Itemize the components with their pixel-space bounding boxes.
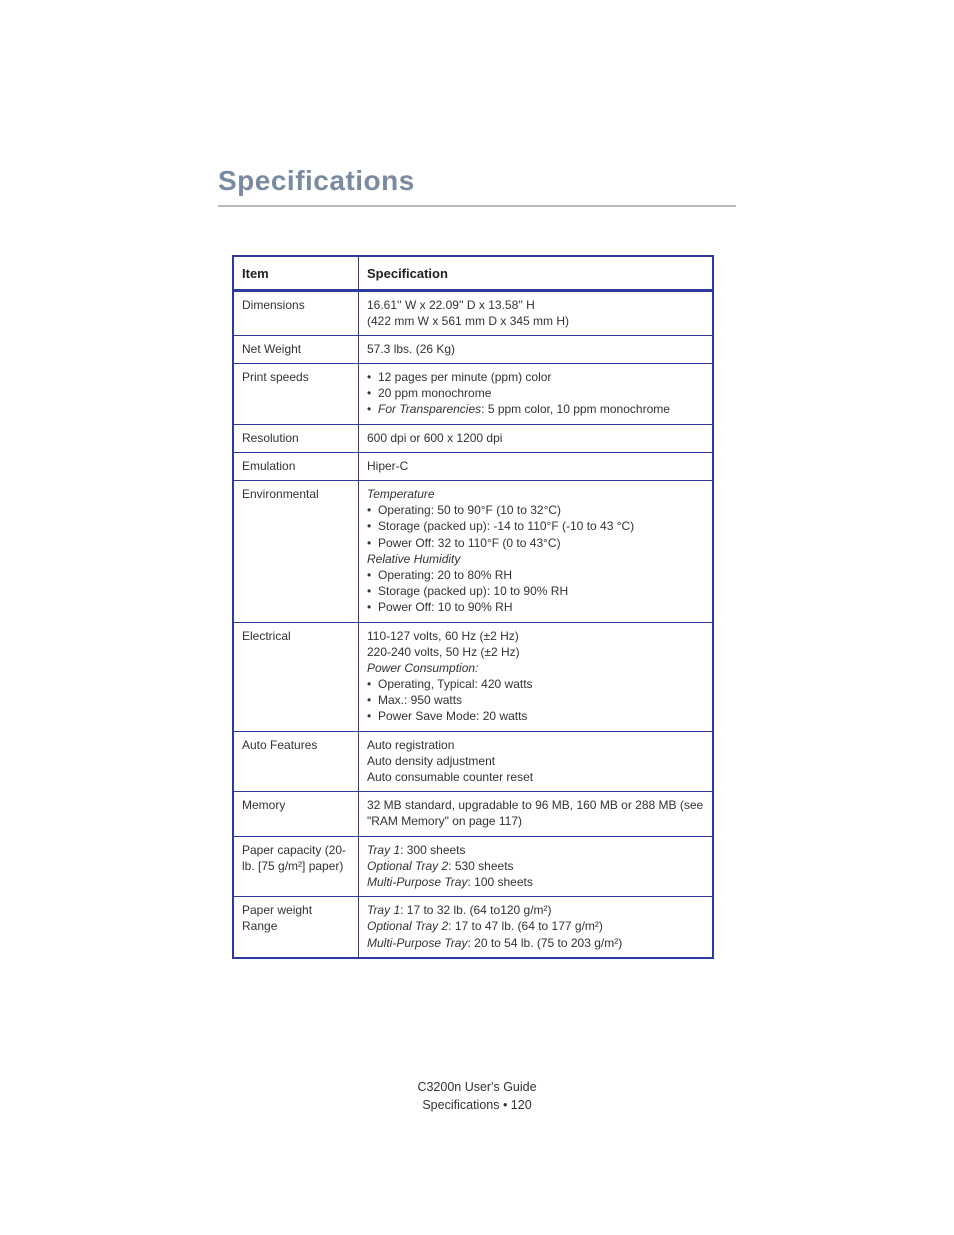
bullet: Power Off: 10 to 90% RH xyxy=(367,599,704,615)
row-emulation: Emulation Hiper-C xyxy=(233,452,713,480)
cell-item: Print speeds xyxy=(233,364,359,425)
bullet: Storage (packed up): -14 to 110°F (-10 t… xyxy=(367,518,704,534)
cell-spec: Tray 1: 300 sheets Optional Tray 2: 530 … xyxy=(359,836,714,897)
spec-rest: : 20 to 54 lb. (75 to 203 g/m²) xyxy=(467,936,622,950)
bullet: For Transparencies: 5 ppm color, 10 ppm … xyxy=(367,401,704,417)
subheading: Relative Humidity xyxy=(367,551,704,567)
cell-spec: Auto registration Auto density adjustmen… xyxy=(359,731,714,792)
bullet: Storage (packed up): 10 to 90% RH xyxy=(367,583,704,599)
row-print-speeds: Print speeds 12 pages per minute (ppm) c… xyxy=(233,364,713,425)
spec-rest: : 17 to 32 lb. (64 to120 g/m²) xyxy=(400,903,551,917)
spec-line: 220-240 volts, 50 Hz (±2 Hz) xyxy=(367,644,704,660)
cell-item: Resolution xyxy=(233,424,359,452)
italic-label: Tray 1 xyxy=(367,903,400,917)
col-header-spec: Specification xyxy=(359,256,714,290)
bullet-list: 12 pages per minute (ppm) color 20 ppm m… xyxy=(367,369,704,418)
spec-line: Auto registration xyxy=(367,737,704,753)
title-rule xyxy=(218,205,736,207)
cell-item: Dimensions xyxy=(233,290,359,335)
footer-section-page: Specifications • 120 xyxy=(0,1096,954,1115)
cell-spec: 57.3 lbs. (26 Kg) xyxy=(359,335,714,363)
spec-line: 110-127 volts, 60 Hz (±2 Hz) xyxy=(367,628,704,644)
bullet: 20 ppm monochrome xyxy=(367,385,704,401)
row-memory: Memory 32 MB standard, upgradable to 96 … xyxy=(233,792,713,836)
cell-spec: 600 dpi or 600 x 1200 dpi xyxy=(359,424,714,452)
bullet: Operating: 50 to 90°F (10 to 32°C) xyxy=(367,502,704,518)
spec-line: Tray 1: 17 to 32 lb. (64 to120 g/m²) xyxy=(367,902,704,918)
bullet: Power Off: 32 to 110°F (0 to 43°C) xyxy=(367,535,704,551)
spec-line: Multi-Purpose Tray: 20 to 54 lb. (75 to … xyxy=(367,935,704,951)
cell-item: Environmental xyxy=(233,481,359,623)
cell-item: Paper capacity (20-lb. [75 g/m²] paper) xyxy=(233,836,359,897)
spec-rest: : 17 to 47 lb. (64 to 177 g/m²) xyxy=(448,919,603,933)
subheading: Temperature xyxy=(367,486,704,502)
subheading: Power Consumption: xyxy=(367,660,704,676)
page: Specifications Item Specification Dimens… xyxy=(0,0,954,1235)
bullet: 12 pages per minute (ppm) color xyxy=(367,369,704,385)
footer-page-number: 120 xyxy=(511,1098,532,1112)
spec-line: Optional Tray 2: 530 sheets xyxy=(367,858,704,874)
bullet-list: Operating: 20 to 80% RH Storage (packed … xyxy=(367,567,704,616)
spec-line: Tray 1: 300 sheets xyxy=(367,842,704,858)
cell-spec: 12 pages per minute (ppm) color 20 ppm m… xyxy=(359,364,714,425)
italic-label: For Transparencies xyxy=(378,402,481,416)
italic-label: Tray 1 xyxy=(367,843,400,857)
bullet-rest: : 5 ppm color, 10 ppm monochrome xyxy=(481,402,670,416)
italic-label: Multi-Purpose Tray xyxy=(367,936,467,950)
spec-rest: : 100 sheets xyxy=(467,875,532,889)
spec-line: Optional Tray 2: 17 to 47 lb. (64 to 177… xyxy=(367,918,704,934)
table-header-row: Item Specification xyxy=(233,256,713,290)
bullet-list: Operating: 50 to 90°F (10 to 32°C) Stora… xyxy=(367,502,704,551)
spec-line: (422 mm W x 561 mm D x 345 mm H) xyxy=(367,313,704,329)
cell-spec: Temperature Operating: 50 to 90°F (10 to… xyxy=(359,481,714,623)
cell-item: Electrical xyxy=(233,622,359,731)
row-paper-capacity: Paper capacity (20-lb. [75 g/m²] paper) … xyxy=(233,836,713,897)
row-net-weight: Net Weight 57.3 lbs. (26 Kg) xyxy=(233,335,713,363)
cell-spec: Tray 1: 17 to 32 lb. (64 to120 g/m²) Opt… xyxy=(359,897,714,958)
page-footer: C3200n User's Guide Specifications • 120 xyxy=(0,1078,954,1116)
spec-table: Item Specification Dimensions 16.61'' W … xyxy=(232,255,714,959)
spec-line: Auto density adjustment xyxy=(367,753,704,769)
bullet: Max.: 950 watts xyxy=(367,692,704,708)
spec-rest: : 530 sheets xyxy=(448,859,513,873)
italic-label: Optional Tray 2 xyxy=(367,859,448,873)
row-dimensions: Dimensions 16.61'' W x 22.09'' D x 13.58… xyxy=(233,290,713,335)
cell-item: Memory xyxy=(233,792,359,836)
bullet: Operating, Typical: 420 watts xyxy=(367,676,704,692)
bullet: Operating: 20 to 80% RH xyxy=(367,567,704,583)
spec-line: Multi-Purpose Tray: 100 sheets xyxy=(367,874,704,890)
row-auto-features: Auto Features Auto registration Auto den… xyxy=(233,731,713,792)
row-resolution: Resolution 600 dpi or 600 x 1200 dpi xyxy=(233,424,713,452)
cell-item: Emulation xyxy=(233,452,359,480)
spec-rest: : 300 sheets xyxy=(400,843,465,857)
spec-line: Auto consumable counter reset xyxy=(367,769,704,785)
cell-spec: 32 MB standard, upgradable to 96 MB, 160… xyxy=(359,792,714,836)
cell-item: Auto Features xyxy=(233,731,359,792)
bullet-list: Operating, Typical: 420 watts Max.: 950 … xyxy=(367,676,704,725)
cell-spec: 16.61'' W x 22.09'' D x 13.58'' H (422 m… xyxy=(359,290,714,335)
row-environmental: Environmental Temperature Operating: 50 … xyxy=(233,481,713,623)
cell-spec: 110-127 volts, 60 Hz (±2 Hz) 220-240 vol… xyxy=(359,622,714,731)
cell-spec: Hiper-C xyxy=(359,452,714,480)
footer-guide-title: C3200n User's Guide xyxy=(0,1078,954,1097)
bullet: Power Save Mode: 20 watts xyxy=(367,708,704,724)
row-electrical: Electrical 110-127 volts, 60 Hz (±2 Hz) … xyxy=(233,622,713,731)
cell-item: Paper weight Range xyxy=(233,897,359,958)
italic-label: Multi-Purpose Tray xyxy=(367,875,467,889)
page-title: Specifications xyxy=(218,165,736,197)
col-header-item: Item xyxy=(233,256,359,290)
row-paper-weight: Paper weight Range Tray 1: 17 to 32 lb. … xyxy=(233,897,713,958)
italic-label: Optional Tray 2 xyxy=(367,919,448,933)
spec-line: 16.61'' W x 22.09'' D x 13.58'' H xyxy=(367,297,704,313)
cell-item: Net Weight xyxy=(233,335,359,363)
footer-section: Specifications • xyxy=(422,1098,510,1112)
